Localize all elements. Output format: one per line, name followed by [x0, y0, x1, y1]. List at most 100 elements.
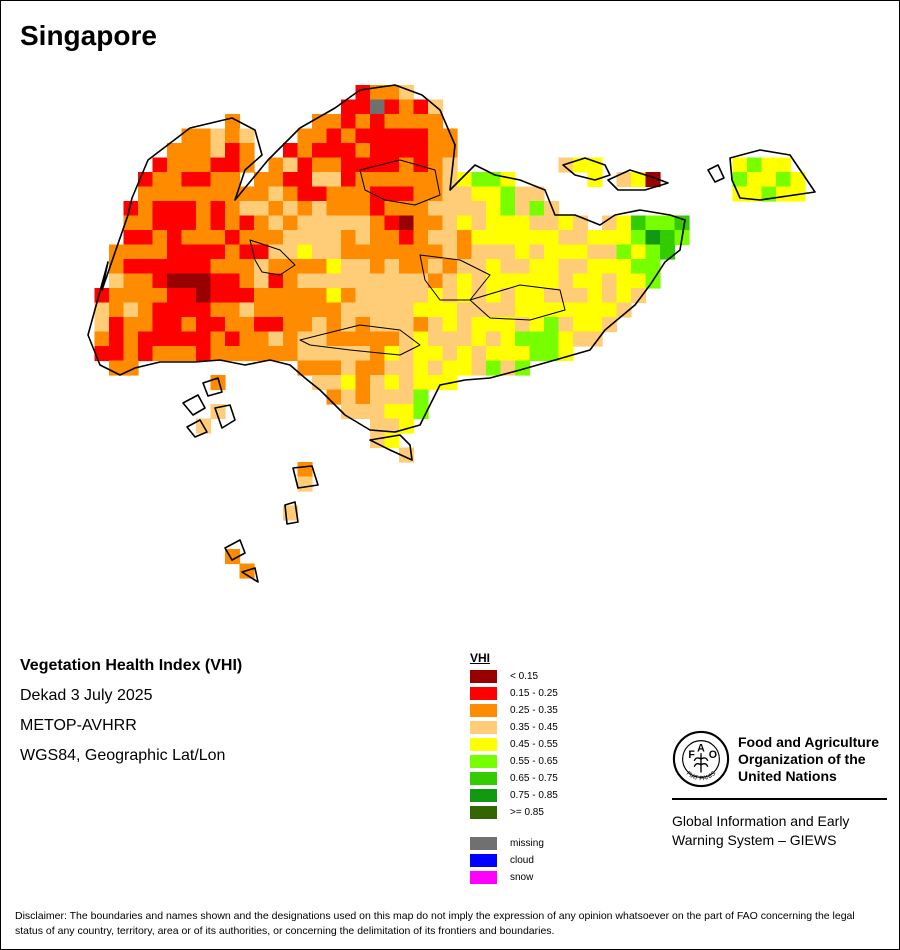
vhi-pixel — [471, 360, 487, 376]
vhi-pixel — [370, 331, 386, 347]
vhi-pixel — [181, 186, 197, 202]
legend-item: 0.35 - 0.45 — [470, 719, 558, 736]
vhi-pixel — [341, 331, 357, 347]
vhi-pixel — [138, 201, 154, 217]
vhi-pixel — [341, 215, 357, 231]
vhi-pixel — [558, 157, 574, 173]
legend-item: 0.55 - 0.65 — [470, 753, 558, 770]
vhi-pixel — [341, 99, 357, 115]
legend-classes: < 0.15 0.15 - 0.25 0.25 - 0.35 0.35 - 0.45 0… — [470, 668, 558, 821]
vhi-pixel — [297, 230, 313, 246]
district-boundary — [299, 324, 421, 356]
vhi-pixel — [297, 157, 313, 173]
vhi-pixel — [471, 288, 487, 304]
fao-logo-motto: FIAT PANIS — [685, 770, 717, 782]
island-outline — [369, 434, 413, 461]
vhi-pixel — [181, 317, 197, 333]
vhi-pixel — [573, 302, 589, 318]
vhi-pixel — [312, 244, 328, 260]
vhi-pixel — [486, 346, 502, 362]
vhi-pixel — [486, 317, 502, 333]
vhi-pixel — [268, 317, 284, 333]
vhi-pixel — [384, 128, 400, 144]
vhi-pixel — [181, 201, 197, 217]
fao-name-line: Organization of the — [738, 751, 866, 767]
vhi-pixel — [384, 331, 400, 347]
vhi-pixel — [442, 128, 458, 144]
vhi-pixel — [94, 331, 110, 347]
vhi-pixel — [167, 157, 183, 173]
vhi-pixel — [196, 128, 212, 144]
vhi-pixel — [123, 288, 139, 304]
vhi-pixel — [370, 244, 386, 260]
vhi-pixel — [181, 157, 197, 173]
vhi-pixel — [341, 172, 357, 188]
vhi-pixel — [297, 172, 313, 188]
vhi-pixel — [210, 215, 226, 231]
vhi-pixel — [297, 259, 313, 275]
legend-swatch — [470, 789, 497, 802]
vhi-pixel — [471, 259, 487, 275]
vhi-pixel — [471, 186, 487, 202]
vhi-pixel — [268, 346, 284, 362]
legend-swatch — [470, 721, 497, 734]
vhi-pixel — [529, 259, 545, 275]
vhi-pixel — [355, 360, 371, 376]
vhi-pixel — [138, 215, 154, 231]
legend-label: cloud — [510, 855, 534, 866]
vhi-pixel — [225, 157, 241, 173]
vhi-pixel — [355, 288, 371, 304]
vhi-pixel — [544, 201, 560, 217]
island-outline — [284, 501, 299, 525]
vhi-pixel — [326, 346, 342, 362]
vhi-pixel — [225, 331, 241, 347]
vhi-pixel — [181, 128, 197, 144]
vhi-pixel — [254, 230, 270, 246]
vhi-pixel — [355, 404, 371, 420]
vhi-pixel — [500, 346, 516, 362]
vhi-pixel — [732, 157, 748, 173]
vhi-pixel — [645, 230, 661, 246]
vhi-pixel — [167, 186, 183, 202]
vhi-pixel — [515, 302, 531, 318]
vhi-pixel — [413, 317, 429, 333]
vhi-pixel — [660, 244, 676, 260]
vhi-pixel — [326, 157, 342, 173]
vhi-pixel — [225, 172, 241, 188]
vhi-pixel — [413, 215, 429, 231]
vhi-pixel — [674, 215, 690, 231]
vhi-pixel — [399, 244, 415, 260]
vhi-pixel — [167, 259, 183, 275]
vhi-pixel — [399, 375, 415, 391]
vhi-pixel — [239, 143, 255, 159]
vhi-pixel — [225, 230, 241, 246]
vhi-pixel — [341, 186, 357, 202]
island-outline — [224, 539, 246, 561]
vhi-pixel — [326, 128, 342, 144]
vhi-pixel — [529, 302, 545, 318]
vhi-pixel — [515, 360, 531, 376]
vhi-pixel — [109, 331, 125, 347]
district-boundary — [359, 159, 441, 206]
vhi-pixel — [138, 346, 154, 362]
vhi-pixel — [181, 331, 197, 347]
vhi-pixel — [370, 360, 386, 376]
vhi-pixel — [442, 302, 458, 318]
vhi-pixel — [457, 288, 473, 304]
legend-item: 0.75 - 0.85 — [470, 787, 558, 804]
vhi-pixel — [500, 288, 516, 304]
svg-text:F: F — [688, 749, 695, 761]
vhi-pixel — [384, 259, 400, 275]
vhi-pixel — [181, 259, 197, 275]
vhi-pixel — [341, 389, 357, 405]
vhi-pixel — [326, 143, 342, 159]
vhi-pixel — [399, 259, 415, 275]
vhi-pixel — [471, 302, 487, 318]
vhi-pixel — [326, 244, 342, 260]
vhi-pixel — [529, 331, 545, 347]
vhi-pixel — [254, 186, 270, 202]
vhi-pixel — [167, 288, 183, 304]
vhi-pixel — [283, 215, 299, 231]
vhi-pixel — [471, 317, 487, 333]
legend-swatch — [470, 871, 497, 884]
